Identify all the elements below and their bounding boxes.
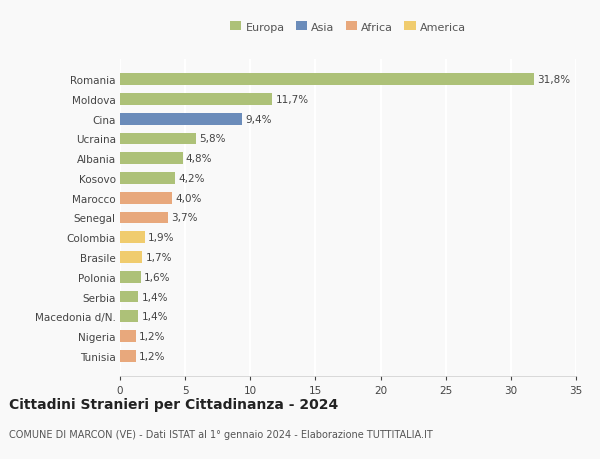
Text: 1,4%: 1,4% bbox=[142, 292, 168, 302]
Text: 1,6%: 1,6% bbox=[144, 272, 170, 282]
Text: 4,8%: 4,8% bbox=[186, 154, 212, 164]
Legend: Europa, Asia, Africa, America: Europa, Asia, Africa, America bbox=[226, 18, 470, 37]
Bar bbox=[120, 350, 136, 362]
Bar bbox=[120, 330, 136, 342]
Bar bbox=[120, 291, 138, 303]
Text: 4,2%: 4,2% bbox=[178, 174, 205, 184]
Bar bbox=[120, 212, 168, 224]
Bar bbox=[120, 311, 138, 323]
Text: 5,8%: 5,8% bbox=[199, 134, 226, 144]
Text: Cittadini Stranieri per Cittadinanza - 2024: Cittadini Stranieri per Cittadinanza - 2… bbox=[9, 397, 338, 411]
Bar bbox=[120, 173, 175, 185]
Bar bbox=[120, 133, 196, 145]
Text: 1,9%: 1,9% bbox=[148, 233, 175, 243]
Text: 1,7%: 1,7% bbox=[145, 252, 172, 263]
Text: 9,4%: 9,4% bbox=[246, 114, 272, 124]
Bar bbox=[120, 271, 141, 283]
Text: 31,8%: 31,8% bbox=[538, 75, 571, 85]
Bar bbox=[120, 252, 142, 263]
Text: 4,0%: 4,0% bbox=[175, 193, 202, 203]
Text: 1,4%: 1,4% bbox=[142, 312, 168, 322]
Text: 11,7%: 11,7% bbox=[275, 95, 309, 105]
Text: 1,2%: 1,2% bbox=[139, 331, 166, 341]
Bar bbox=[120, 113, 242, 125]
Bar bbox=[120, 94, 272, 106]
Text: 1,2%: 1,2% bbox=[139, 351, 166, 361]
Text: COMUNE DI MARCON (VE) - Dati ISTAT al 1° gennaio 2024 - Elaborazione TUTTITALIA.: COMUNE DI MARCON (VE) - Dati ISTAT al 1°… bbox=[9, 429, 433, 439]
Bar bbox=[120, 153, 182, 165]
Bar bbox=[120, 192, 172, 204]
Text: 3,7%: 3,7% bbox=[172, 213, 198, 223]
Bar bbox=[120, 74, 535, 86]
Bar bbox=[120, 232, 145, 244]
